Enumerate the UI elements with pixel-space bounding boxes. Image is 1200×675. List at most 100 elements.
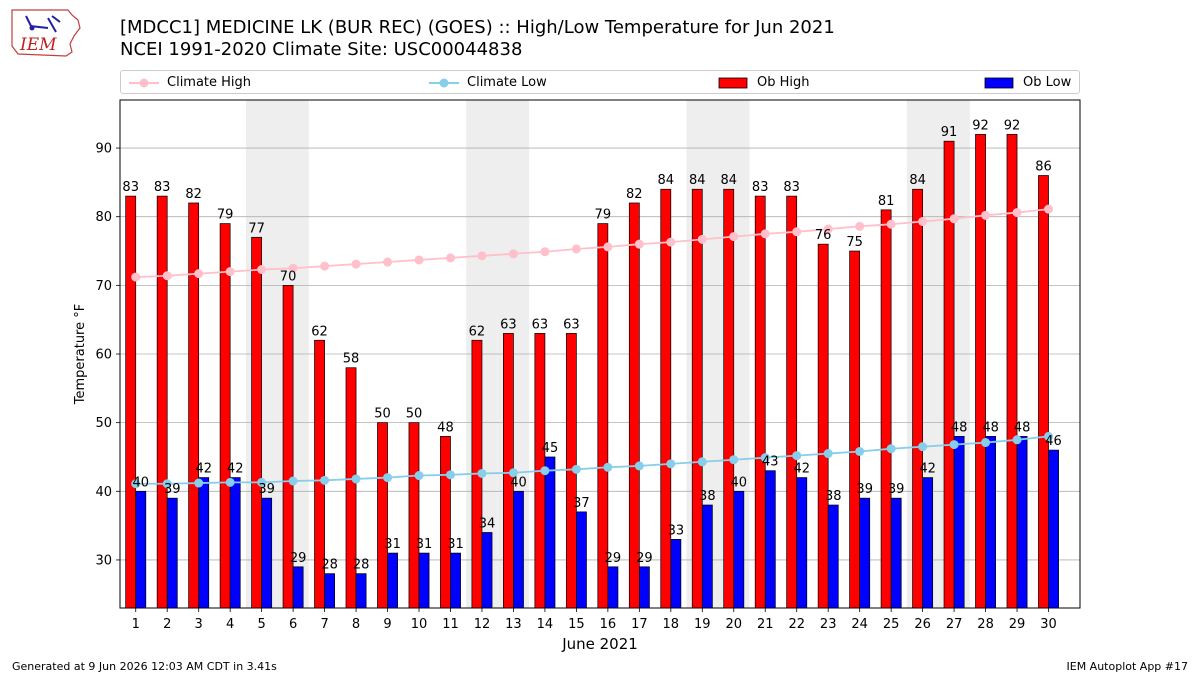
ob-low-bar [796, 477, 808, 609]
climate-high-point [823, 224, 833, 234]
chart-title: [MDCC1] MEDICINE LK (BUR REC) (GOES) :: … [120, 17, 835, 38]
x-tick-label: 13 [505, 617, 522, 632]
ob-high-bar [125, 195, 137, 609]
ob-low-value-label: 31 [447, 537, 464, 552]
ob-low-bar [733, 490, 745, 609]
ob-low-bar [166, 497, 178, 609]
generated-note: Generated at 9 Jun 2026 12:03 AM CDT in … [12, 660, 277, 673]
climate-low-point [1044, 431, 1054, 441]
ob-high-value-label: 63 [563, 317, 580, 332]
ob-high-value-label: 62 [311, 324, 328, 339]
ob-high-bar [628, 202, 640, 609]
climate-low-point [603, 462, 613, 472]
climate-low-point [414, 471, 424, 481]
ob-high-bar [251, 236, 262, 609]
climate-low-point [666, 459, 676, 469]
ob-high-bar [219, 223, 231, 609]
climate-high-point [320, 261, 330, 271]
ob-low-bar [827, 504, 839, 609]
climate-low-point [949, 440, 959, 450]
climate-high-point [603, 242, 613, 252]
climate-low-point [194, 478, 204, 488]
weekend-band [938, 100, 970, 608]
x-tick-label: 14 [537, 617, 554, 632]
ob-low-value-label: 39 [856, 482, 873, 497]
ob-low-value-label: 38 [699, 489, 716, 504]
x-tick-label: 8 [352, 617, 360, 632]
ob-low-bar [387, 552, 398, 609]
climate-high-point [792, 227, 802, 237]
x-tick-label: 21 [757, 617, 774, 632]
ob-high-bar [440, 436, 451, 609]
ob-low-bar [607, 566, 619, 609]
climate-low-point [886, 444, 896, 454]
climate-low-point [225, 477, 235, 487]
ob-low-value-label: 38 [825, 489, 842, 504]
ob-high-value-label: 91 [941, 125, 958, 140]
x-tick-label: 12 [474, 617, 491, 632]
logo-text: IEM [19, 35, 57, 55]
ob-high-value-label: 83 [154, 180, 171, 195]
climate-low-point [257, 477, 267, 487]
climate-low-point [445, 470, 455, 480]
ob-low-value-label: 42 [793, 462, 810, 477]
climate-high-point [1012, 208, 1022, 218]
ob-low-bar [261, 497, 273, 609]
ob-low-swatch-icon [984, 77, 1014, 89]
climate-low-point [697, 457, 707, 467]
climate-low-point [981, 438, 991, 448]
climate-low-point [760, 453, 770, 463]
climate-low-point [351, 474, 361, 484]
x-tick-label: 27 [946, 617, 963, 632]
ob-high-value-label: 84 [658, 173, 675, 188]
weekend-band [245, 100, 278, 608]
legend-label: Ob Low [1023, 75, 1072, 90]
ob-high-value-label: 92 [972, 118, 989, 133]
ob-low-bar [638, 566, 650, 609]
ob-high-value-label: 50 [406, 407, 423, 422]
climate-high-line-icon [129, 78, 159, 88]
ob-high-bar [1006, 133, 1018, 609]
climate-low-point [792, 451, 802, 461]
x-tick-label: 28 [977, 617, 994, 632]
x-tick-label: 19 [694, 617, 711, 632]
ob-low-bar [513, 490, 524, 609]
ob-low-bar [481, 532, 493, 609]
y-tick-label: 70 [95, 279, 112, 294]
ob-low-value-label: 42 [195, 462, 212, 477]
x-tick-label: 5 [257, 617, 265, 632]
ob-high-bar [691, 188, 703, 609]
climate-low-point [477, 468, 487, 478]
app-note: IEM Autoplot App #17 [1066, 660, 1189, 673]
climate-low-point [320, 475, 330, 485]
ob-high-value-label: 84 [689, 173, 706, 188]
climate-low-point [918, 442, 928, 452]
ob-high-bar [565, 333, 577, 609]
plot-frame [119, 99, 1081, 609]
climate-low-point [131, 479, 141, 489]
climate-high-point [918, 217, 928, 227]
ob-high-bar [1038, 175, 1049, 609]
climate-low-point [855, 446, 865, 456]
x-tick-label: 30 [1040, 617, 1057, 632]
x-tick-label: 2 [163, 617, 171, 632]
y-tick-label: 50 [95, 416, 112, 431]
weekend-band [718, 100, 750, 608]
y-tick-label: 40 [95, 485, 112, 500]
ob-high-value-label: 75 [846, 235, 863, 250]
climate-high-point [1044, 204, 1054, 214]
ob-high-value-label: 58 [343, 352, 360, 367]
climate-low-point [508, 468, 518, 478]
climate-high-line [135, 208, 1049, 279]
y-tick-label: 80 [95, 210, 112, 225]
ob-low-bar [135, 490, 147, 609]
weekend-band [906, 100, 939, 608]
ob-high-value-label: 70 [280, 269, 297, 284]
ob-high-bar [723, 188, 735, 609]
ob-high-bar [534, 333, 546, 609]
x-tick-label: 7 [320, 617, 328, 632]
climate-high-point [162, 271, 172, 281]
x-tick-label: 18 [663, 617, 680, 632]
ob-low-value-label: 40 [731, 475, 748, 490]
